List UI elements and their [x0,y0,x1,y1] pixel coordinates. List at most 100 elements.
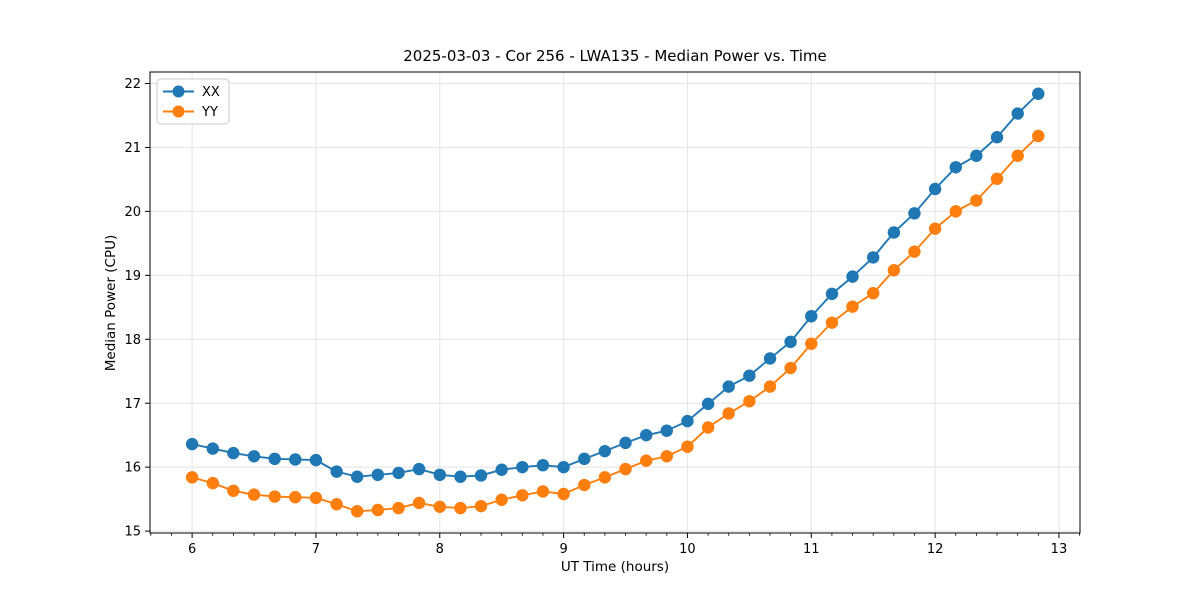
data-point-xx [206,442,219,455]
y-axis-label: Median Power (CPU) [103,234,119,372]
data-point-yy [1011,149,1024,162]
y-tick-label: 21 [124,141,141,156]
data-point-xx [805,310,818,323]
x-tick-label: 10 [679,542,696,557]
legend-label: XX [202,85,220,100]
data-point-yy [371,503,385,517]
y-tick-label: 22 [124,77,141,92]
data-point-xx [701,397,715,411]
data-point-yy [454,501,467,515]
data-point-xx [640,428,653,442]
data-point-xx [433,468,446,482]
data-point-yy [722,407,735,420]
data-point-xx [887,226,901,239]
data-point-yy [578,478,591,492]
data-point-yy [350,505,364,518]
data-point-yy [805,337,818,350]
data-point-xx [330,465,343,478]
data-point-yy [908,245,921,258]
data-point-xx [1032,87,1045,100]
data-point-xx [763,352,777,365]
data-point-yy [949,205,962,218]
data-point-yy [660,450,673,463]
x-tick-label: 6 [188,542,196,557]
data-point-xx [516,460,529,474]
data-point-yy [309,491,323,505]
data-point-yy [516,489,529,502]
data-point-xx [619,436,632,450]
data-point-xx [660,424,673,437]
data-point-yy [681,440,694,453]
data-point-yy [970,194,983,207]
data-point-yy [825,316,839,329]
data-point-yy [330,498,343,511]
data-point-yy [990,172,1004,185]
data-point-yy [247,488,261,501]
data-point-yy [495,493,508,506]
x-tick-label: 12 [927,542,944,557]
data-point-yy [206,476,219,490]
data-point-xx [908,207,921,220]
data-point-xx [598,444,612,458]
data-point-yy [433,500,446,513]
data-point-xx [928,182,942,196]
data-point-xx [247,450,261,463]
x-tick-label: 13 [1051,542,1068,557]
legend-label: YY [201,105,218,120]
data-point-yy [866,287,880,300]
data-point-yy [619,462,632,476]
data-point-xx [268,452,281,466]
data-point-yy [928,222,942,235]
data-point-xx [536,459,550,472]
data-point-yy [289,490,302,504]
data-point-xx [743,369,756,382]
data-point-yy [268,490,281,503]
data-point-xx [970,149,983,162]
data-point-yy [185,471,199,484]
data-point-xx [371,468,385,482]
data-point-yy [887,264,901,277]
data-point-yy [392,501,405,515]
data-point-xx [681,414,694,428]
y-tick-label: 15 [124,525,141,540]
data-point-yy [227,484,240,498]
data-point-xx [866,251,880,264]
data-point-xx [185,437,199,451]
data-point-xx [495,463,508,476]
data-point-yy [474,499,488,513]
data-point-xx [289,453,302,466]
y-tick-label: 17 [124,397,141,412]
data-point-xx [350,470,364,483]
series-line-xx [191,93,1039,478]
data-point-xx [825,287,839,301]
legend-swatch-marker [172,105,185,118]
data-point-xx [474,469,488,482]
data-point-xx [846,270,859,283]
y-tick-label: 16 [124,461,141,476]
data-point-xx [309,453,323,467]
data-point-xx [990,131,1004,144]
data-point-yy [1032,129,1045,143]
data-point-yy [557,487,570,501]
data-point-yy [598,471,612,484]
data-point-xx [557,460,570,474]
plot-border [149,71,1081,534]
data-point-yy [412,496,426,510]
data-point-yy [846,300,859,313]
y-tick-label: 20 [124,205,141,220]
y-tick-label: 19 [124,269,141,284]
data-point-xx [454,470,467,483]
data-point-xx [784,335,797,349]
data-point-yy [763,380,777,393]
data-point-xx [412,462,426,476]
data-point-xx [949,161,962,174]
data-point-xx [1011,107,1024,120]
data-point-yy [701,421,715,434]
y-tick-label: 18 [124,333,141,348]
data-point-xx [578,452,591,466]
data-point-yy [784,361,797,375]
x-tick-label: 9 [559,542,567,557]
data-point-xx [722,380,735,393]
